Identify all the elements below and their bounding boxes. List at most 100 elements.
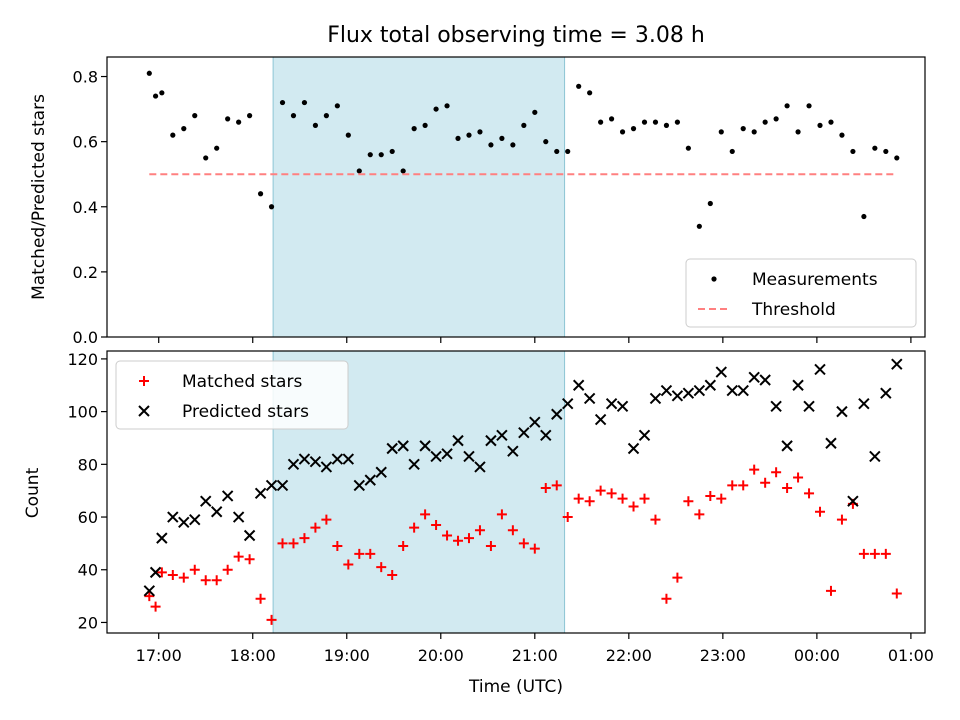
bottom-series-1-point [364, 474, 376, 486]
bottom-y-tick-label: 40 [78, 561, 98, 580]
bottom-series-0-point [760, 477, 771, 488]
bottom-series-1-point [726, 384, 738, 397]
bottom-series-0-point [661, 593, 672, 604]
top-series-0-point [290, 113, 297, 119]
bottom-y-tick-label: 20 [78, 613, 98, 632]
top-series-0-point [532, 109, 538, 115]
bottom-series-0-point [321, 514, 332, 525]
bottom-series-1-point [803, 400, 815, 413]
bottom-series-1-point [616, 400, 629, 413]
top-series-0-point [247, 113, 253, 119]
bottom-series-1-point [342, 453, 355, 465]
bottom-series-0-point [343, 559, 354, 570]
bottom-series-0-point [376, 562, 387, 573]
bottom-series-0-point [672, 572, 683, 583]
bottom-series-0-point [442, 530, 453, 541]
bottom-series-0-point [288, 538, 299, 549]
bottom-series-1-point [562, 398, 574, 410]
bottom-series-1-point [463, 450, 475, 463]
top-legend-swatch [711, 276, 717, 282]
bottom-series-1-point [605, 398, 618, 410]
bottom-series-0-point [189, 564, 200, 575]
bottom-series-1-point [386, 442, 398, 455]
bottom-series-1-point [353, 479, 366, 492]
bottom-series-0-point [793, 472, 804, 483]
bottom-series-0-point [694, 509, 705, 520]
top-y-tick-label: 0.8 [73, 68, 98, 87]
bottom-series-1-point [847, 495, 859, 507]
top-series-0-point [652, 119, 659, 125]
top-series-0-point [598, 119, 604, 125]
x-tick-label: 23:00 [700, 646, 746, 665]
bottom-series-0-point [782, 483, 793, 494]
bottom-series-0-point [595, 485, 606, 496]
bottom-series-0-point [628, 501, 639, 512]
bottom-y-tick-label: 60 [78, 508, 98, 527]
bottom-series-0-point [869, 548, 880, 559]
top-series-0-point [773, 116, 779, 122]
top-series-0-point [729, 148, 735, 155]
top-y-tick-label: 0.4 [73, 198, 98, 217]
bottom-series-0-point [354, 548, 365, 559]
top-series-0-point [170, 132, 176, 138]
bottom-series-0-point [771, 467, 782, 478]
bottom-series-1-point [167, 511, 179, 523]
top-series-0-point [422, 122, 428, 128]
top-series-0-point [872, 145, 878, 151]
bottom-series-0-point [222, 564, 233, 575]
bottom-series-1-point [660, 384, 673, 397]
bottom-series-0-point [299, 533, 310, 544]
bottom-series-1-point [232, 511, 245, 523]
bottom-series-0-point [683, 496, 694, 507]
bottom-series-1-point [485, 434, 497, 447]
bottom-series-0-point [749, 464, 760, 475]
bottom-series-0-point [453, 535, 464, 546]
top-series-0-point [894, 155, 900, 161]
bottom-axes-frame [106, 350, 926, 634]
bottom-series-1-point [210, 506, 223, 518]
bottom-series-0-point [211, 575, 222, 586]
top-series-0-point [257, 191, 264, 197]
x-tick-label: 18:00 [230, 646, 276, 665]
chart-title: Flux total observing time = 3.08 h [327, 23, 705, 48]
bottom-series-0-point [496, 509, 507, 520]
bottom-series-1-point [298, 453, 311, 465]
bottom-series-1-point [627, 442, 640, 455]
bottom-series-0-point [277, 538, 288, 549]
top-series-0-point [433, 106, 439, 112]
bottom-series-1-point [309, 455, 322, 468]
top-series-0-point [146, 70, 152, 76]
top-series-0-point [279, 99, 286, 106]
bottom-series-1-point [474, 461, 486, 473]
top-series-0-point [411, 126, 417, 132]
top-series-0-point [356, 168, 362, 174]
bottom-series-0-point [738, 480, 749, 491]
top-series-0-point [751, 129, 757, 135]
bottom-series-0-point [431, 519, 442, 530]
bottom-series-1-point [430, 450, 442, 463]
bottom-series-1-point [200, 495, 212, 507]
top-series-0-point [225, 116, 231, 122]
x-tick-label: 20:00 [418, 646, 464, 665]
bottom-series-0-point [167, 570, 178, 581]
bottom-series-1-point [693, 384, 706, 397]
bottom-series-1-point [243, 529, 256, 542]
bottom-series-0-point [880, 548, 891, 559]
bottom-series-1-point [507, 445, 519, 457]
bottom-series-0-point [716, 493, 727, 504]
top-series-0-point [850, 148, 856, 155]
bottom-series-1-point [320, 461, 333, 473]
bottom-series-1-point [682, 387, 695, 399]
top-series-0-point [521, 122, 527, 128]
top-series-0-point [389, 148, 395, 155]
top-series-0-point [455, 135, 461, 141]
bottom-series-0-point [650, 514, 661, 525]
top-legend-box [685, 258, 917, 328]
top-legend-label: Threshold [751, 300, 836, 320]
bottom-series-0-point [387, 570, 398, 581]
bottom-series-0-point [200, 575, 211, 586]
top-series-0-point [565, 148, 571, 155]
bottom-series-1-point [408, 458, 420, 471]
bottom-series-0-point [804, 488, 815, 499]
bottom-y-tick-label: 80 [78, 455, 98, 474]
